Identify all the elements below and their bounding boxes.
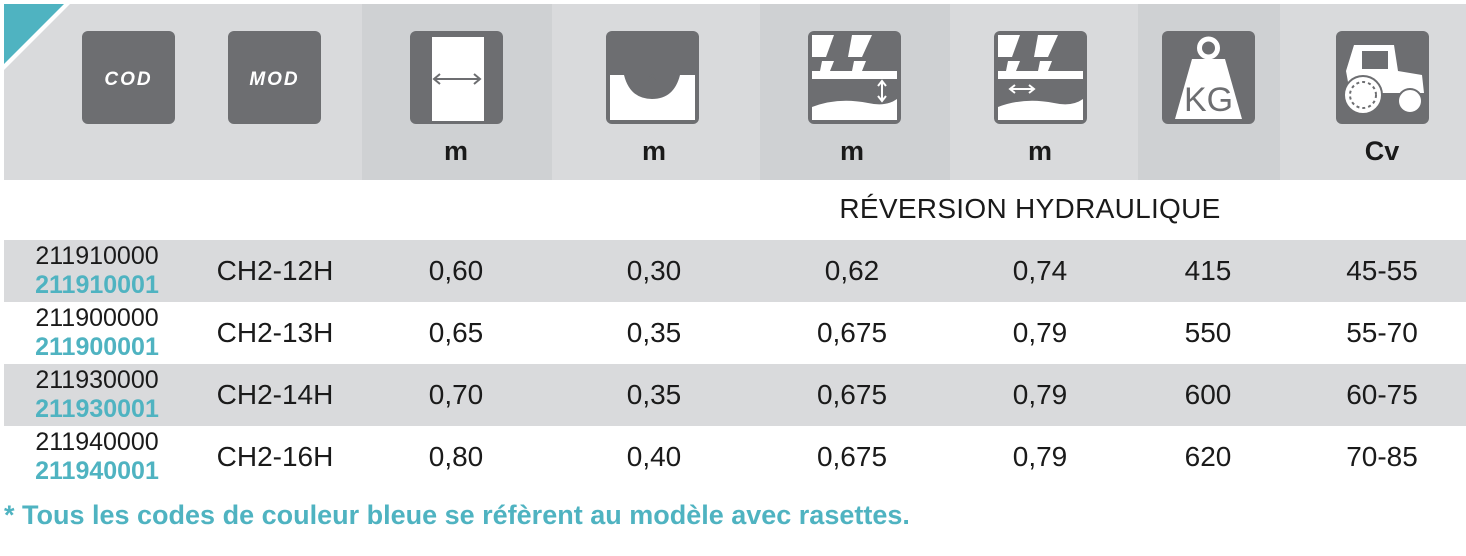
working-width-cell: 0,60	[428, 255, 484, 286]
product-code-alt: 211910001	[35, 271, 159, 299]
footnote: * Tous les codes de couleur bleue se réf…	[4, 500, 910, 530]
corner-triangle-icon	[4, 4, 70, 70]
reversal-height-cell: 0,675	[816, 441, 888, 472]
working-width-cell: 0,70	[428, 379, 484, 410]
power-cell: 45-55	[1346, 255, 1418, 286]
product-code: 211940000	[35, 428, 159, 456]
model-cell: CH2-14H	[216, 379, 334, 410]
product-code: 211930000	[35, 366, 159, 394]
table-row: 211930000 211930001 CH2-14H 0,70 0,35 0,…	[4, 364, 1466, 426]
product-code: 211910000	[35, 242, 159, 270]
power-cell: 55-70	[1346, 317, 1418, 348]
reversal-width-cell: 0,79	[1012, 441, 1068, 472]
product-code-alt: 211900001	[35, 333, 159, 361]
reversal-width-cell: 0,79	[1012, 317, 1068, 348]
working-width-cell: 0,80	[428, 441, 484, 472]
table-row: 211940000 211940001 CH2-16H 0,80 0,40 0,…	[4, 426, 1466, 488]
product-code-alt: 211940001	[35, 457, 159, 485]
mod-badge-icon: MOD	[228, 31, 321, 124]
cod-badge-icon: COD	[82, 31, 175, 124]
weight-cell: 550	[1184, 317, 1232, 348]
weight-icon: KG	[1162, 31, 1255, 124]
table-subtitle: RÉVERSION HYDRAULIQUE	[839, 193, 1221, 224]
unit-label: m	[443, 136, 468, 166]
unit-label: Cv	[1364, 136, 1400, 166]
model-cell: CH2-16H	[216, 441, 334, 472]
mod-badge-label: MOD	[249, 69, 299, 90]
code-cell: 211940000 211940001	[4, 426, 190, 488]
model-cell: CH2-13H	[216, 317, 334, 348]
model-cell: CH2-12H	[216, 255, 334, 286]
weight-cell: 415	[1184, 255, 1232, 286]
working-depth-cell: 0,40	[626, 441, 682, 472]
weight-cell: 600	[1184, 379, 1232, 410]
cod-badge-label: COD	[104, 69, 152, 90]
unit-label: m	[641, 136, 666, 166]
table-row: 211910000 211910001 CH2-12H 0,60 0,30 0,…	[4, 240, 1466, 302]
unit-label: m	[839, 136, 864, 166]
weight-cell: 620	[1184, 441, 1232, 472]
product-code-alt: 211930001	[35, 395, 159, 423]
reversal-width-icon	[994, 31, 1087, 124]
working-width-icon	[410, 31, 503, 124]
reversal-height-icon	[808, 31, 901, 124]
reversal-height-cell: 0,675	[816, 317, 888, 348]
reversal-width-cell: 0,74	[1012, 255, 1068, 286]
working-depth-cell: 0,30	[626, 255, 682, 286]
working-depth-icon	[606, 31, 699, 124]
code-cell: 211910000 211910001	[4, 240, 190, 302]
reversal-width-cell: 0,79	[1012, 379, 1068, 410]
product-code: 211900000	[35, 304, 159, 332]
power-cell: 70-85	[1346, 441, 1418, 472]
table-row: 211900000 211900001 CH2-13H 0,65 0,35 0,…	[4, 302, 1466, 364]
power-cell: 60-75	[1346, 379, 1418, 410]
unit-label: m	[1027, 136, 1052, 166]
working-depth-cell: 0,35	[626, 317, 682, 348]
code-cell: 211930000 211930001	[4, 364, 190, 426]
weight-icon-label: KG	[1184, 81, 1233, 119]
code-cell: 211900000 211900001	[4, 302, 190, 364]
reversal-height-cell: 0,675	[816, 379, 888, 410]
tractor-icon	[1336, 31, 1429, 124]
working-width-cell: 0,65	[428, 317, 484, 348]
working-depth-cell: 0,35	[626, 379, 682, 410]
reversal-height-cell: 0,62	[824, 255, 880, 286]
